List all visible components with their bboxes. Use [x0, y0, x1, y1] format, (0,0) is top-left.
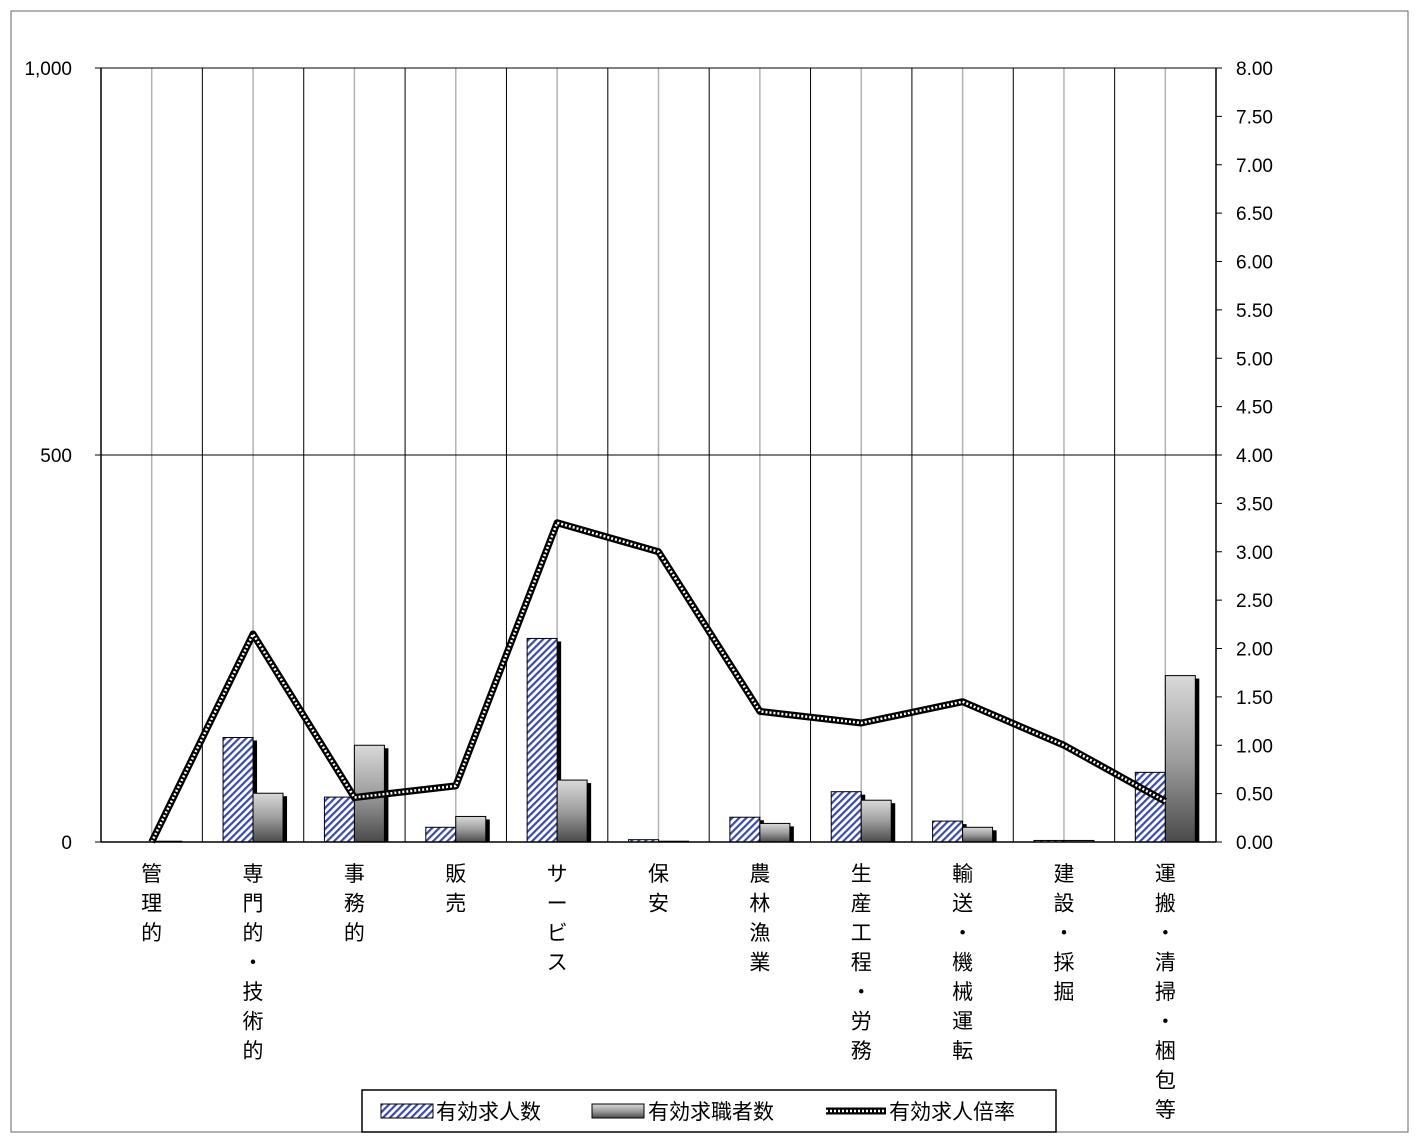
x-category-label: 専門的・技術的	[243, 862, 264, 1063]
bar-job-seekers	[556, 779, 588, 843]
x-category-label: 保安	[648, 862, 669, 916]
bar-job-seekers	[455, 815, 487, 843]
legend-label-job-seekers: 有効求職者数	[648, 1100, 774, 1124]
y-right-tick-label: 5.00	[1236, 349, 1273, 370]
bar-job-seekers	[962, 826, 994, 843]
legend-label-job-openings: 有効求人数	[436, 1100, 541, 1124]
bar-job-openings	[526, 637, 558, 843]
x-category-label: 管理的	[141, 862, 162, 945]
x-category-label: 生産工程・労務	[851, 862, 872, 1063]
y-left-tick-label: 0	[61, 833, 72, 854]
y-right-tick-label: 0.00	[1236, 833, 1273, 854]
y-right-tick-label: 0.50	[1236, 785, 1273, 806]
y-left-tick-label: 500	[40, 446, 72, 467]
y-right-tick-label: 1.00	[1236, 736, 1273, 757]
legend-swatch-job-openings	[380, 1103, 434, 1119]
y-right-tick-label: 7.00	[1236, 156, 1273, 177]
x-category-label: 事務的	[344, 862, 365, 945]
label-layer: 0 500 1,000 0.00 0.50 1.00 1.50 2.00 2.50 3.00 3.5…	[24, 59, 1273, 1122]
axis-layer	[95, 67, 1222, 843]
y-right-tick-label: 2.50	[1236, 591, 1273, 612]
bar-job-seekers	[860, 799, 892, 843]
x-category-label: サービス	[547, 862, 568, 975]
grid-layer	[100, 67, 1217, 843]
y-right-tick-label: 7.50	[1236, 107, 1273, 128]
legend-label-ratio: 有効求人倍率	[889, 1100, 1015, 1124]
y-right-tick-label: 3.00	[1236, 543, 1273, 564]
y-right-tick-label: 4.00	[1236, 446, 1273, 467]
y-right-tick-label: 8.00	[1236, 59, 1273, 80]
legend-swatch-job-seekers	[591, 1103, 645, 1119]
x-category-label: 運搬・清掃・梱包等	[1155, 862, 1176, 1122]
bar-job-openings	[830, 791, 862, 843]
legend: 有効求人数 有効求職者数 有効求人倍率	[361, 1089, 1057, 1133]
y-right-tick-label: 2.00	[1236, 640, 1273, 661]
legend-box	[361, 1089, 1057, 1133]
x-category-label: 建設・採掘	[1053, 862, 1074, 1004]
bar-job-openings	[729, 816, 761, 843]
y-right-tick-label: 4.50	[1236, 398, 1273, 419]
bars-layer	[151, 637, 1200, 843]
bar-job-seekers	[252, 792, 284, 843]
y-right-tick-label: 1.50	[1236, 688, 1273, 709]
bar-job-openings	[222, 737, 254, 843]
bar-job-seekers	[1164, 675, 1196, 843]
y-right-tick-label: 6.50	[1236, 204, 1273, 225]
x-category-label: 輸送・機械運転	[952, 862, 973, 1063]
line-layer	[148, 519, 1168, 844]
y-right-tick-label: 5.50	[1236, 301, 1273, 322]
y-right-tick-label: 6.00	[1236, 253, 1273, 274]
y-right-tick-label: 3.50	[1236, 494, 1273, 515]
bar-job-openings	[1134, 771, 1166, 843]
x-category-label: 販売	[445, 862, 466, 916]
ratio-line-inner	[150, 521, 1166, 843]
bar-job-seekers	[759, 822, 791, 843]
y-left-tick-label: 1,000	[24, 59, 72, 80]
bar-job-openings	[323, 796, 355, 843]
x-category-label: 農林漁業	[749, 862, 770, 975]
bar-job-openings	[932, 820, 964, 843]
bar-job-openings	[425, 826, 457, 843]
